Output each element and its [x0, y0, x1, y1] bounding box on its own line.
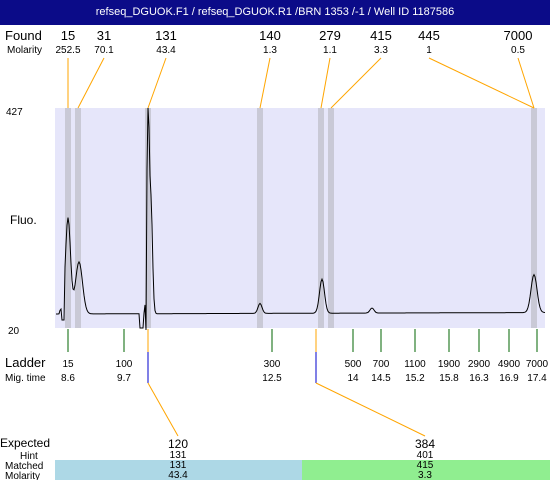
ladder-size: 15: [62, 359, 74, 370]
found-peak-size: 7000: [504, 28, 533, 43]
found-peak-size: 279: [319, 28, 341, 43]
matched-molarity: 43.4: [168, 470, 188, 480]
peak-band: [318, 108, 324, 328]
found-peak-molarity: 70.1: [94, 45, 114, 56]
matched-label: Matched: [5, 461, 43, 472]
ladder-size: 4900: [498, 359, 521, 370]
y-max-label: 427: [6, 107, 23, 118]
mig-time-label: Mig. time: [5, 373, 46, 384]
matched-cell: [302, 460, 550, 480]
found-peak-molarity: 3.3: [374, 45, 388, 56]
ladder-size: 500: [345, 359, 362, 370]
molarity-bottom-label: Molarity: [5, 471, 40, 480]
found-peak-molarity: 252.5: [55, 45, 80, 56]
found-peak-connector: [517, 57, 535, 109]
hint-value: 131: [170, 450, 187, 461]
found-peak-molarity: 43.4: [156, 45, 176, 56]
hint-label: Hint: [20, 451, 38, 462]
found-peak-connector: [330, 57, 382, 109]
expected-connector: [315, 382, 426, 437]
ladder-size: 2900: [468, 359, 491, 370]
found-peak-size: 415: [370, 28, 392, 43]
ladder-mig-time: 8.6: [61, 373, 75, 384]
ladder-mig-time: 14: [347, 373, 359, 384]
hint-value: 401: [417, 450, 434, 461]
ladder-mig-time: 15.8: [439, 373, 459, 384]
found-peak-molarity: 1: [426, 45, 432, 56]
found-peak-connector: [428, 57, 535, 109]
ladder-mig-time: 17.4: [527, 373, 547, 384]
found-peak-connector: [77, 57, 105, 109]
found-peak-connector: [147, 57, 167, 109]
ladder-size: 100: [116, 359, 133, 370]
peak-band: [328, 108, 334, 328]
expected-size: 384: [415, 437, 435, 451]
ladder-mig-time: 16.9: [499, 373, 519, 384]
window-title: refseq_DGUOK.F1 / refseq_DGUOK.R1 /BRN 1…: [0, 0, 550, 25]
found-peak-connector: [320, 57, 331, 109]
ladder-size: 300: [264, 359, 281, 370]
ladder-label: Ladder: [5, 355, 46, 370]
expected-size: 120: [168, 437, 188, 451]
matched-value: 415: [417, 460, 434, 471]
found-peak-connector: [259, 57, 271, 109]
found-peak-molarity: 1.3: [263, 45, 277, 56]
found-peak-molarity: 1.1: [323, 45, 337, 56]
found-label: Found: [5, 28, 42, 43]
found-peak-size: 31: [97, 28, 111, 43]
found-peak-size: 131: [155, 28, 177, 43]
found-peak-size: 140: [259, 28, 281, 43]
ladder-mig-time: 9.7: [117, 373, 131, 384]
ladder-mig-time: 12.5: [262, 373, 282, 384]
ladder-size: 700: [373, 359, 390, 370]
y-min-label: 20: [8, 326, 20, 337]
expected-connector: [147, 382, 179, 437]
ladder-size: 1100: [404, 359, 426, 370]
matched-molarity: 3.3: [418, 470, 432, 480]
found-peak-size: 15: [61, 28, 75, 43]
plot-area: [55, 108, 545, 328]
peak-band: [75, 108, 81, 328]
fluorescence-trace: [56, 107, 546, 331]
expected-label: Expected: [0, 436, 50, 450]
matched-cell: [55, 460, 302, 480]
fluo-label: Fluo.: [10, 213, 37, 227]
peak-band: [531, 108, 537, 328]
ladder-size: 1900: [438, 359, 461, 370]
peak-band: [145, 108, 151, 328]
found-peak-molarity: 0.5: [511, 45, 525, 56]
matched-value: 131: [170, 460, 187, 471]
molarity-label: Molarity: [7, 45, 42, 56]
found-peak-size: 445: [418, 28, 440, 43]
ladder-mig-time: 16.3: [469, 373, 489, 384]
ladder-size: 7000: [526, 359, 549, 370]
peak-band: [257, 108, 263, 328]
ladder-mig-time: 14.5: [371, 373, 391, 384]
ladder-mig-time: 15.2: [405, 373, 425, 384]
